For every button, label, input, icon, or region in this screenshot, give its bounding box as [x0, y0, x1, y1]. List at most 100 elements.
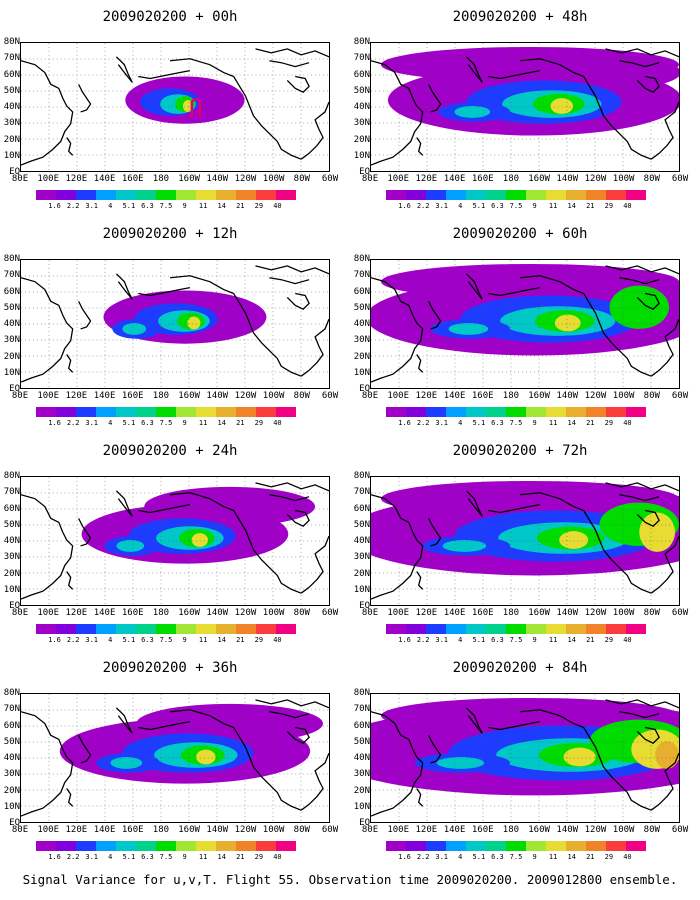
longitude-tick-label: 180: [152, 391, 170, 401]
coastline: [636, 292, 660, 311]
variance-shading: [380, 697, 679, 734]
latitude-tick-label: 30N: [353, 335, 370, 346]
longitude-tick-label: 160W: [528, 825, 550, 835]
longitude-tick-label: 160E: [471, 825, 494, 835]
coastline: [416, 137, 424, 156]
colorbar-swatch: [626, 624, 646, 634]
coastline: [115, 273, 133, 300]
longitude-tick-label: 80E: [11, 825, 29, 835]
colorbar-tick-label: 6.3: [141, 419, 154, 427]
colorbar-tick-label: 7.5: [159, 419, 173, 427]
colorbar-tick-label: 1.6: [48, 636, 61, 644]
variance-shading: [442, 540, 487, 552]
colorbar-tick-label: 7.5: [509, 202, 523, 210]
longitude-tick-label: 140W: [206, 608, 229, 618]
colorbar-tick-label: 9: [182, 202, 187, 210]
coastline: [519, 709, 584, 729]
longitude-tick-label: 140E: [443, 608, 466, 618]
coastline: [428, 301, 442, 330]
colorbar-tick-label: 5.1: [472, 853, 486, 861]
map-canvas: [371, 477, 679, 605]
colorbar: [36, 841, 296, 851]
longitude-tick-label: 120E: [415, 174, 438, 184]
coastline: [286, 726, 310, 745]
colorbar-tick-label: 40: [623, 419, 632, 427]
colorbar-swatch: [136, 624, 156, 634]
colorbar-tick-label: 9: [182, 853, 187, 861]
latitude-tick-label: 30N: [3, 118, 20, 129]
latitude-tick-label: 40N: [3, 753, 20, 763]
longitude-axis: 80E 100E 120E 140E 160E 180 160W 140W 120W 100W 80…: [12, 174, 338, 186]
latitude-tick-label: 80N: [353, 688, 370, 698]
panel-title: 2009020200 + 36h: [102, 660, 238, 676]
colorbar-tick-label: 4: [458, 202, 463, 210]
variance-shading: [116, 540, 145, 552]
latitude-axis: 80N 70N 60N 50N 40N 30N 20N 10N EQ: [0, 689, 20, 828]
panel-title: 2009020200 + 12h: [102, 226, 238, 242]
colorbar-tick-label: 7.5: [159, 853, 173, 861]
colorbar-tick-label: 1.6: [48, 419, 61, 427]
colorbar-swatch: [136, 407, 156, 417]
colorbar-tick-label: 9: [532, 419, 537, 427]
longitude-tick-label: 180: [502, 608, 520, 618]
longitude-tick-label: 120E: [65, 608, 88, 618]
colorbar-tick-label: 3.1: [435, 419, 449, 427]
coastline: [636, 726, 660, 745]
colorbar-swatch: [56, 841, 76, 851]
colorbar-swatch: [236, 190, 256, 200]
map-plot-area: [370, 693, 680, 823]
colorbar-tick-label: 29: [254, 636, 264, 644]
coastline: [371, 277, 424, 383]
latitude-tick-label: 80N: [353, 254, 370, 264]
colorbar-tick-label: 5.1: [472, 419, 486, 427]
coastline: [233, 293, 302, 377]
colorbar-labels: 1.6 2.2 3.1 4 5.1 6.3 7.5 9 11 14 21 29 40: [36, 419, 296, 429]
colorbar-tick-label: 21: [586, 636, 595, 644]
latitude-tick-label: 10N: [353, 584, 370, 595]
variance-shading: [380, 480, 679, 517]
colorbar-tick-label: 2.2: [416, 853, 430, 861]
colorbar-swatch: [406, 190, 426, 200]
longitude-tick-label: 80W: [643, 608, 660, 618]
coastline: [78, 518, 92, 547]
colorbar-swatch: [156, 407, 176, 417]
latitude-tick-label: 80N: [353, 471, 370, 481]
colorbar-swatch: [236, 624, 256, 634]
colorbar-tick-label: 11: [548, 419, 558, 427]
latitude-axis: 80N 70N 60N 50N 40N 30N 20N 10N EQ: [0, 472, 20, 611]
latitude-tick-label: 60N: [353, 69, 370, 80]
colorbar-labels: 1.6 2.2 3.1 4 5.1 6.3 7.5 9 11 14 21 29 40: [386, 636, 646, 646]
longitude-tick-label: 100W: [262, 825, 285, 835]
map-panel: 2009020200 + 36h 80N 70N 60N 50N 40N 30N 20N 10N…: [0, 659, 340, 874]
colorbar-tick-label: 3.1: [85, 419, 99, 427]
colorbar-swatch: [256, 624, 276, 634]
longitude-tick-label: 80E: [11, 391, 29, 401]
colorbar-swatch: [566, 190, 586, 200]
latitude-tick-label: 70N: [3, 704, 20, 715]
panel-title: 2009020200 + 84h: [452, 660, 588, 676]
colorbar-swatch: [406, 407, 426, 417]
panel-title: 2009020200 + 72h: [452, 443, 588, 459]
longitude-tick-label: 160E: [471, 608, 494, 618]
colorbar-swatch: [196, 841, 216, 851]
coastline: [583, 293, 652, 377]
coastline: [465, 490, 483, 517]
longitude-tick-label: 160E: [471, 391, 494, 401]
colorbar-tick-label: 1.6: [48, 853, 61, 861]
colorbar-swatch: [526, 841, 546, 851]
colorbar-labels: 1.6 2.2 3.1 4 5.1 6.3 7.5 9 11 14 21 29 40: [386, 202, 646, 212]
colorbar-swatch: [466, 190, 486, 200]
colorbar-swatch: [526, 624, 546, 634]
colorbar-tick-label: 7.5: [159, 636, 173, 644]
latitude-tick-label: 50N: [353, 302, 370, 313]
longitude-tick-label: 80W: [643, 174, 660, 184]
coastline: [636, 75, 660, 94]
longitude-tick-label: 140E: [443, 174, 466, 184]
latitude-axis: 80N 70N 60N 50N 40N 30N 20N 10N EQ: [350, 472, 370, 611]
map-canvas: [371, 260, 679, 388]
colorbar-swatch: [426, 841, 446, 851]
colorbar-labels: 1.6 2.2 3.1 4 5.1 6.3 7.5 9 11 14 21 29 40: [386, 853, 646, 863]
longitude-tick-label: 80W: [643, 391, 660, 401]
coastline: [488, 69, 541, 80]
colorbar-swatch: [176, 190, 196, 200]
